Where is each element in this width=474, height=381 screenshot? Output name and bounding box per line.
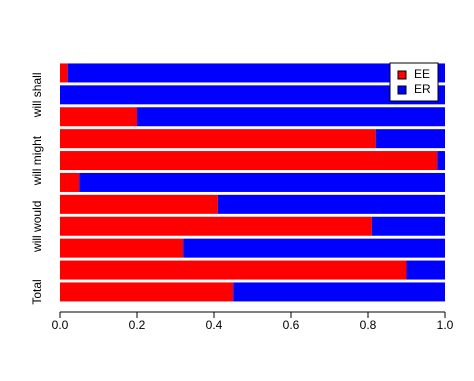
bar-segment	[233, 282, 445, 302]
bar-segment	[60, 282, 234, 302]
legend-swatch	[397, 85, 407, 95]
bar-segment	[406, 260, 445, 280]
bar-segment	[137, 107, 445, 127]
legend-swatch	[397, 70, 407, 80]
bar-segment	[217, 194, 445, 214]
y-tick-label: will might	[30, 135, 44, 186]
bar-segment	[60, 194, 218, 214]
bar-segment	[60, 63, 68, 83]
bar-segment	[60, 151, 438, 171]
bar-segment	[60, 107, 137, 127]
bar-segment	[79, 172, 445, 192]
legend-box	[389, 62, 439, 102]
bar-segment	[371, 216, 445, 236]
y-tick-label: will would	[30, 201, 44, 253]
x-tick-label: 0.4	[206, 318, 223, 332]
x-tick-label: 0.0	[52, 318, 69, 332]
legend-label: EE	[414, 67, 430, 81]
bar-segment	[60, 216, 372, 236]
bar-segment	[60, 85, 445, 105]
bar-segment	[437, 151, 445, 171]
y-tick-label: will shall	[30, 73, 44, 119]
bar-segment	[183, 238, 445, 258]
bar-segment	[60, 238, 184, 258]
legend-label: ER	[414, 82, 431, 96]
bar-segment	[67, 63, 445, 83]
x-tick-label: 1.0	[437, 318, 454, 332]
x-tick-label: 0.8	[360, 318, 377, 332]
bar-segment	[60, 129, 376, 149]
bar-segment	[60, 260, 407, 280]
bar-segment	[375, 129, 445, 149]
bar-segment	[60, 172, 80, 192]
y-tick-label: Total	[30, 279, 44, 304]
x-tick-label: 0.2	[129, 318, 146, 332]
x-tick-label: 0.6	[283, 318, 300, 332]
